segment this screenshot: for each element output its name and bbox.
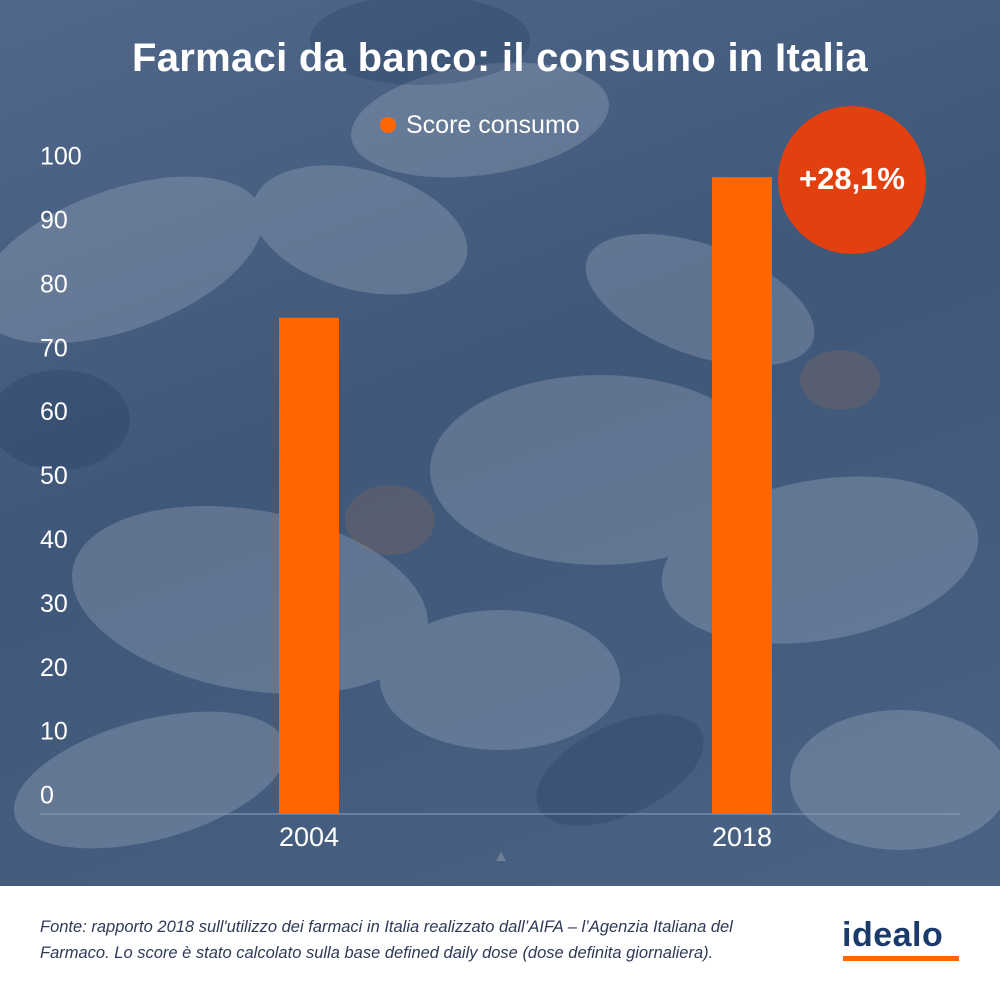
bar-2004 [279,317,339,814]
x-tick-label: 2018 [712,822,772,852]
y-tick-label: 0 [40,782,54,810]
x-tick-label: 2004 [279,822,339,852]
y-tick-label: 50 [40,462,68,490]
y-tick-label: 20 [40,654,68,682]
legend: Score consumo [380,110,580,140]
y-tick-label: 80 [40,270,68,298]
y-tick-label: 100 [40,143,82,171]
y-tick-label: 30 [40,590,68,618]
y-tick-label: 10 [40,718,68,746]
y-tick-label: 60 [40,398,68,426]
chart-title: Farmaci da banco: il consumo in Italia [131,36,868,80]
bar-2018 [712,177,772,815]
growth-badge-label: +28,1% [799,161,905,196]
growth-badge [778,106,926,254]
y-tick-label: 90 [40,207,68,235]
footer: Fonte: rapporto 2018 sull'utilizzo dei f… [0,886,1000,1000]
y-tick-label: 70 [40,334,68,362]
scroll-marker-icon [496,852,506,861]
source-note: Fonte: rapporto 2018 sull'utilizzo dei f… [40,914,800,966]
source-line-1: Fonte: rapporto 2018 sull'utilizzo dei f… [40,918,733,936]
idealo-logo: idealo [842,916,944,954]
logo-underline [843,956,959,961]
chart-background: Farmaci da banco: il consumo in Italia S… [0,0,1000,886]
legend-marker [380,117,396,133]
legend-label: Score consumo [406,110,580,139]
bar-chart: 0 10 20 30 40 50 60 70 80 90 100 2004 2018 +28,1% [40,106,960,861]
source-line-2: Farmaco. Lo score è stato calcolato sull… [40,944,714,962]
y-tick-label: 40 [40,526,68,554]
